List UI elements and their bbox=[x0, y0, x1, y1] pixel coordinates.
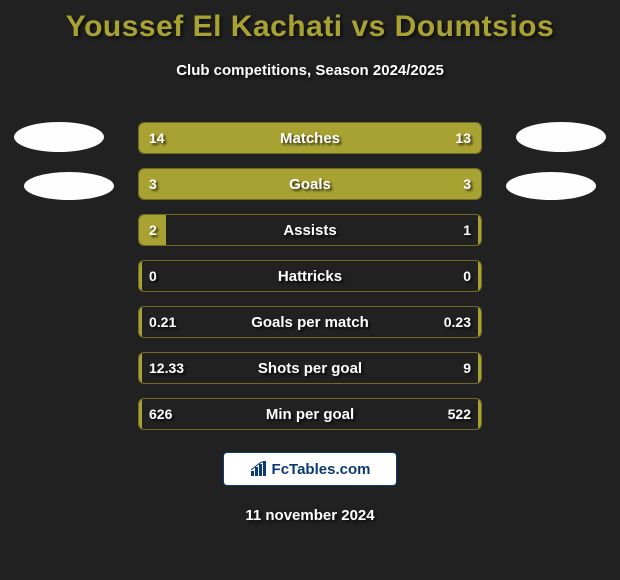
bar-label: Min per goal bbox=[139, 399, 481, 429]
bar-val-right: 3 bbox=[463, 169, 471, 199]
bar-val-right: 13 bbox=[455, 123, 471, 153]
bar-label: Goals per match bbox=[139, 307, 481, 337]
player1-avatar-ellipse-bottom bbox=[24, 172, 114, 200]
bar-label: Goals bbox=[139, 169, 481, 199]
infographic-container: Youssef El Kachati vs Doumtsios Club com… bbox=[0, 0, 620, 580]
main-title: Youssef El Kachati vs Doumtsios bbox=[0, 0, 620, 44]
date-text: 11 november 2024 bbox=[0, 507, 620, 524]
bar-label: Hattricks bbox=[139, 261, 481, 291]
logo-text: FcTables.com bbox=[272, 461, 371, 478]
stat-row: 3 Goals 3 bbox=[138, 168, 482, 200]
bar-val-right: 0.23 bbox=[444, 307, 471, 337]
stat-row: 0 Hattricks 0 bbox=[138, 260, 482, 292]
subtitle: Club competitions, Season 2024/2025 bbox=[0, 62, 620, 79]
stat-row: 12.33 Shots per goal 9 bbox=[138, 352, 482, 384]
bar-val-right: 522 bbox=[448, 399, 471, 429]
bar-label: Matches bbox=[139, 123, 481, 153]
player2-avatar-ellipse-top bbox=[516, 122, 606, 152]
bar-val-right: 0 bbox=[463, 261, 471, 291]
bar-label: Assists bbox=[139, 215, 481, 245]
bar-val-right: 1 bbox=[463, 215, 471, 245]
stat-row: 626 Min per goal 522 bbox=[138, 398, 482, 430]
stat-row: 2 Assists 1 bbox=[138, 214, 482, 246]
player2-avatar-ellipse-bottom bbox=[506, 172, 596, 200]
stat-row: 0.21 Goals per match 0.23 bbox=[138, 306, 482, 338]
logo-badge: FcTables.com bbox=[223, 452, 397, 486]
player1-avatar-ellipse-top bbox=[14, 122, 104, 152]
bar-val-right: 9 bbox=[463, 353, 471, 383]
chart-icon bbox=[250, 461, 268, 477]
stat-bars: 14 Matches 13 3 Goals 3 2 Assists 1 0 Ha… bbox=[138, 122, 482, 444]
bar-label: Shots per goal bbox=[139, 353, 481, 383]
stat-row: 14 Matches 13 bbox=[138, 122, 482, 154]
